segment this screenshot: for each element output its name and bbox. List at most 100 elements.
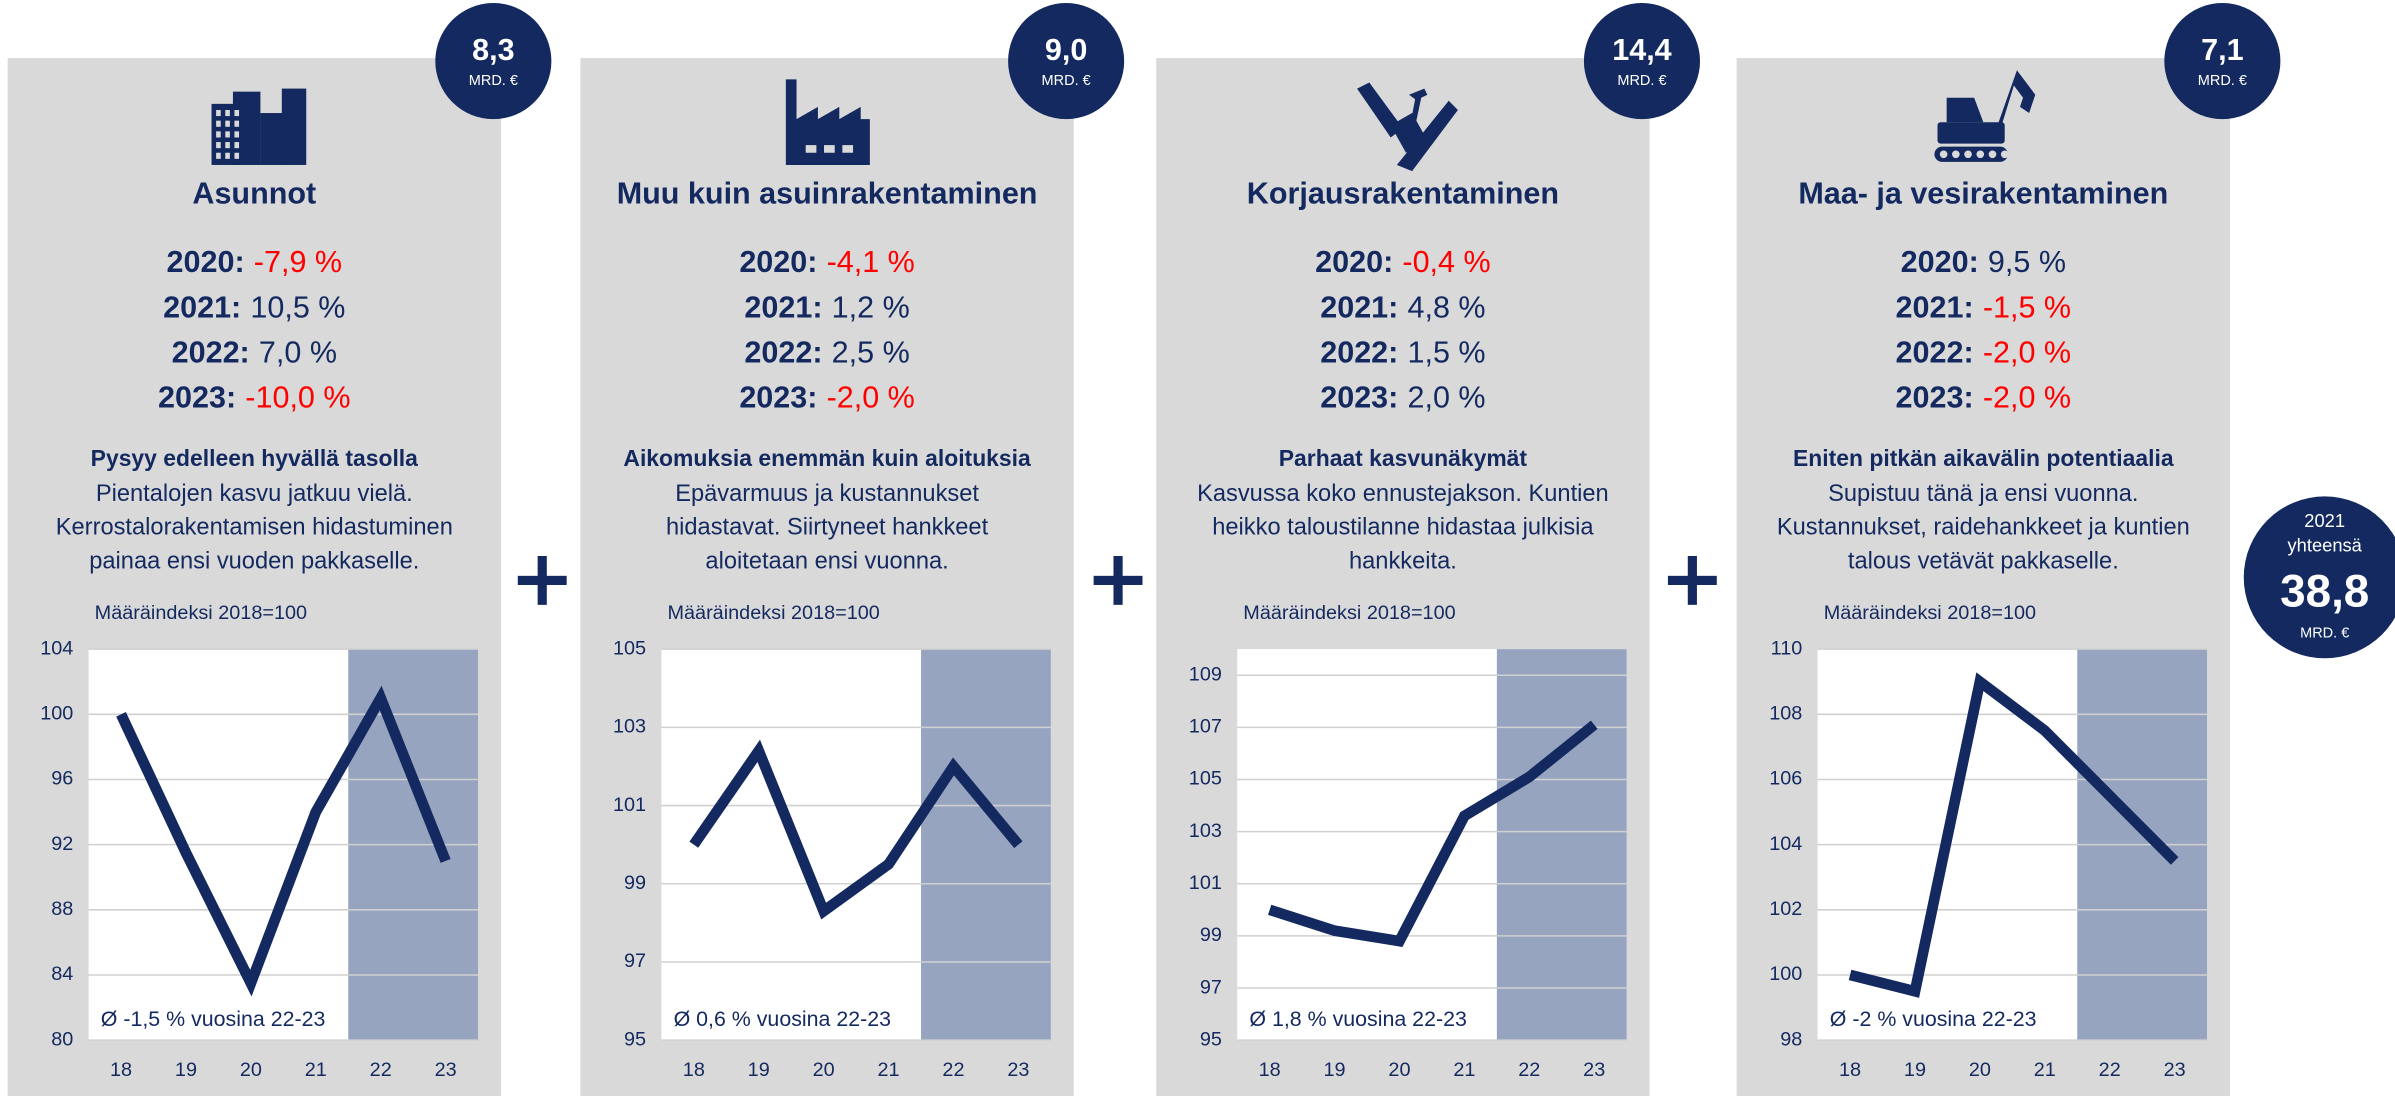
icon-window [216, 120, 221, 127]
icon-part [1396, 100, 1458, 172]
stat-value: -7,9 % [254, 245, 342, 279]
panel-description: Supistuu tänä ja ensi vuonna. [1828, 481, 2138, 507]
panel-description: heikko taloustilanne hidastaa julkisia [1212, 515, 1594, 541]
amount-value: 8,3 [472, 33, 514, 67]
stat-year: 2020: [167, 245, 245, 279]
stat-value: -1,5 % [1983, 290, 2071, 324]
stat-value: -2,0 % [1983, 335, 2071, 369]
y-tick-label: 105 [1189, 768, 1222, 790]
y-tick-label: 99 [1200, 924, 1222, 946]
icon-window [234, 109, 240, 117]
x-tick-label: 19 [175, 1059, 197, 1081]
icon-part [785, 79, 870, 165]
stat-row: 2021: -1,5 % [1896, 290, 2072, 324]
stat-row: 2023: 2,0 % [1320, 380, 1485, 414]
stat-year: 2022: [1896, 335, 1974, 369]
icon-window [216, 109, 221, 117]
stat-row: 2023: -2,0 % [1896, 380, 2072, 414]
y-tick-label: 107 [1189, 716, 1222, 738]
stat-row: 2022: 1,5 % [1320, 335, 1485, 369]
x-tick-label: 23 [2164, 1059, 2186, 1081]
x-tick-label: 20 [1969, 1059, 1991, 1081]
icon-part [1407, 88, 1428, 141]
icon-part [281, 88, 307, 165]
amount-badge [1008, 3, 1125, 120]
x-tick-label: 21 [1453, 1059, 1475, 1081]
chart-subtitle: Määräindeksi 2018=100 [1824, 602, 2036, 624]
y-tick-label: 98 [1780, 1028, 1802, 1050]
chart-subtitle: Määräindeksi 2018=100 [667, 602, 879, 624]
stat-year: 2020: [1315, 245, 1393, 279]
panel-description: painaa ensi vuoden pakkaselle. [89, 548, 419, 574]
stat-value: 10,5 % [250, 290, 345, 324]
stat-row: 2020: -0,4 % [1315, 245, 1491, 279]
data-line [689, 739, 1023, 920]
chart-subtitle: Määräindeksi 2018=100 [95, 602, 307, 624]
icon-part [1998, 70, 2036, 126]
icon-wheel [1939, 150, 1948, 159]
stat-value: 7,0 % [259, 335, 337, 369]
total-year: 2021 [2304, 510, 2345, 531]
icon-window [225, 152, 230, 159]
chart-subtitle: Määräindeksi 2018=100 [1243, 602, 1455, 624]
amount-badge [1583, 3, 1700, 120]
stat-year: 2023: [1320, 380, 1398, 414]
stat-year: 2022: [172, 335, 250, 369]
y-tick-label: 101 [1189, 872, 1222, 894]
y-tick-label: 96 [51, 768, 73, 790]
panel-description: Epävarmuus ja kustannukset [675, 481, 979, 507]
chart-annotation: Ø -1,5 % vuosina 22-23 [101, 1007, 326, 1031]
panel-title: Muu kuin asuinrakentaminen [617, 177, 1038, 211]
x-tick-label: 18 [683, 1059, 705, 1081]
icon-window [805, 145, 817, 153]
stat-row: 2020: -4,1 % [739, 245, 915, 279]
amount-value: 9,0 [1045, 33, 1087, 67]
stat-year: 2020: [739, 245, 817, 279]
stat-value: -2,0 % [827, 380, 915, 414]
panel: Korjausrakentaminen 2020: -0,4 %2021: 4,8 %… [1156, 3, 1700, 1096]
stat-value: -10,0 % [245, 380, 350, 414]
icon-wheel [1988, 150, 1997, 159]
icon-window [225, 131, 230, 138]
stat-year: 2023: [158, 380, 236, 414]
panel-title: Asunnot [192, 177, 316, 211]
y-tick-label: 108 [1769, 703, 1802, 725]
stat-row: 2023: -2,0 % [739, 380, 915, 414]
icon-window [234, 131, 240, 138]
chart-annotation: Ø -2 % vuosina 22-23 [1830, 1007, 2037, 1031]
y-tick-label: 95 [624, 1028, 646, 1050]
amount-value: 14,4 [1612, 33, 1671, 67]
panel-description: aloitetaan ensi vuonna. [705, 548, 948, 574]
stat-year: 2022: [744, 335, 822, 369]
y-tick-label: 84 [51, 963, 73, 985]
panel-heading: Pysyy edelleen hyvällä tasolla [91, 445, 419, 471]
panel-description: Pientalojen kasvu jatkuu vielä. [96, 481, 413, 507]
stat-value: -4,1 % [827, 245, 915, 279]
stat-value: 1,2 % [832, 290, 910, 324]
stat-value: 9,5 % [1988, 245, 2066, 279]
x-tick-label: 21 [305, 1059, 327, 1081]
panel-description: Kasvussa koko ennustejakson. Kuntien [1197, 481, 1609, 507]
plus-sign [537, 555, 547, 605]
panel-title: Korjausrakentaminen [1247, 177, 1559, 211]
total-label: yhteensä [2288, 535, 2363, 556]
icon-window [234, 152, 240, 159]
y-tick-label: 99 [624, 872, 646, 894]
total-unit: MRD. € [2300, 626, 2349, 642]
icon-part [1357, 82, 1403, 138]
forecast-shade [921, 649, 1051, 1041]
icon-wheel [1964, 150, 1972, 159]
stat-value: 4,8 % [1408, 290, 1486, 324]
x-tick-label: 18 [1839, 1059, 1861, 1081]
icon-window [216, 152, 221, 159]
plus-sign [1687, 555, 1697, 605]
icon-window [225, 109, 230, 117]
x-tick-label: 23 [435, 1059, 457, 1081]
y-tick-label: 101 [613, 794, 646, 816]
panel-heading: Eniten pitkän aikavälin potentiaalia [1793, 445, 2174, 471]
y-tick-label: 92 [51, 833, 73, 855]
panel-heading: Aikomuksia enemmän kuin aloituksia [623, 445, 1031, 471]
x-tick-label: 23 [1007, 1059, 1029, 1081]
